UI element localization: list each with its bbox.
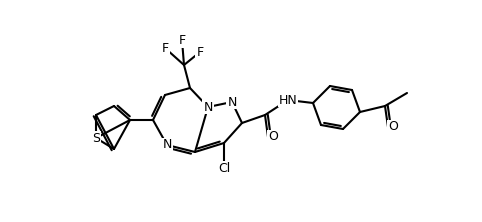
Text: F: F bbox=[197, 46, 203, 59]
Text: O: O bbox=[268, 131, 278, 143]
Text: N: N bbox=[162, 139, 172, 151]
Text: N: N bbox=[203, 101, 213, 113]
Text: S: S bbox=[92, 131, 100, 145]
Text: HN: HN bbox=[279, 93, 297, 107]
Text: Cl: Cl bbox=[218, 161, 230, 174]
Text: F: F bbox=[178, 34, 186, 46]
Text: O: O bbox=[388, 121, 398, 133]
Text: F: F bbox=[161, 42, 169, 54]
Text: N: N bbox=[228, 95, 237, 109]
